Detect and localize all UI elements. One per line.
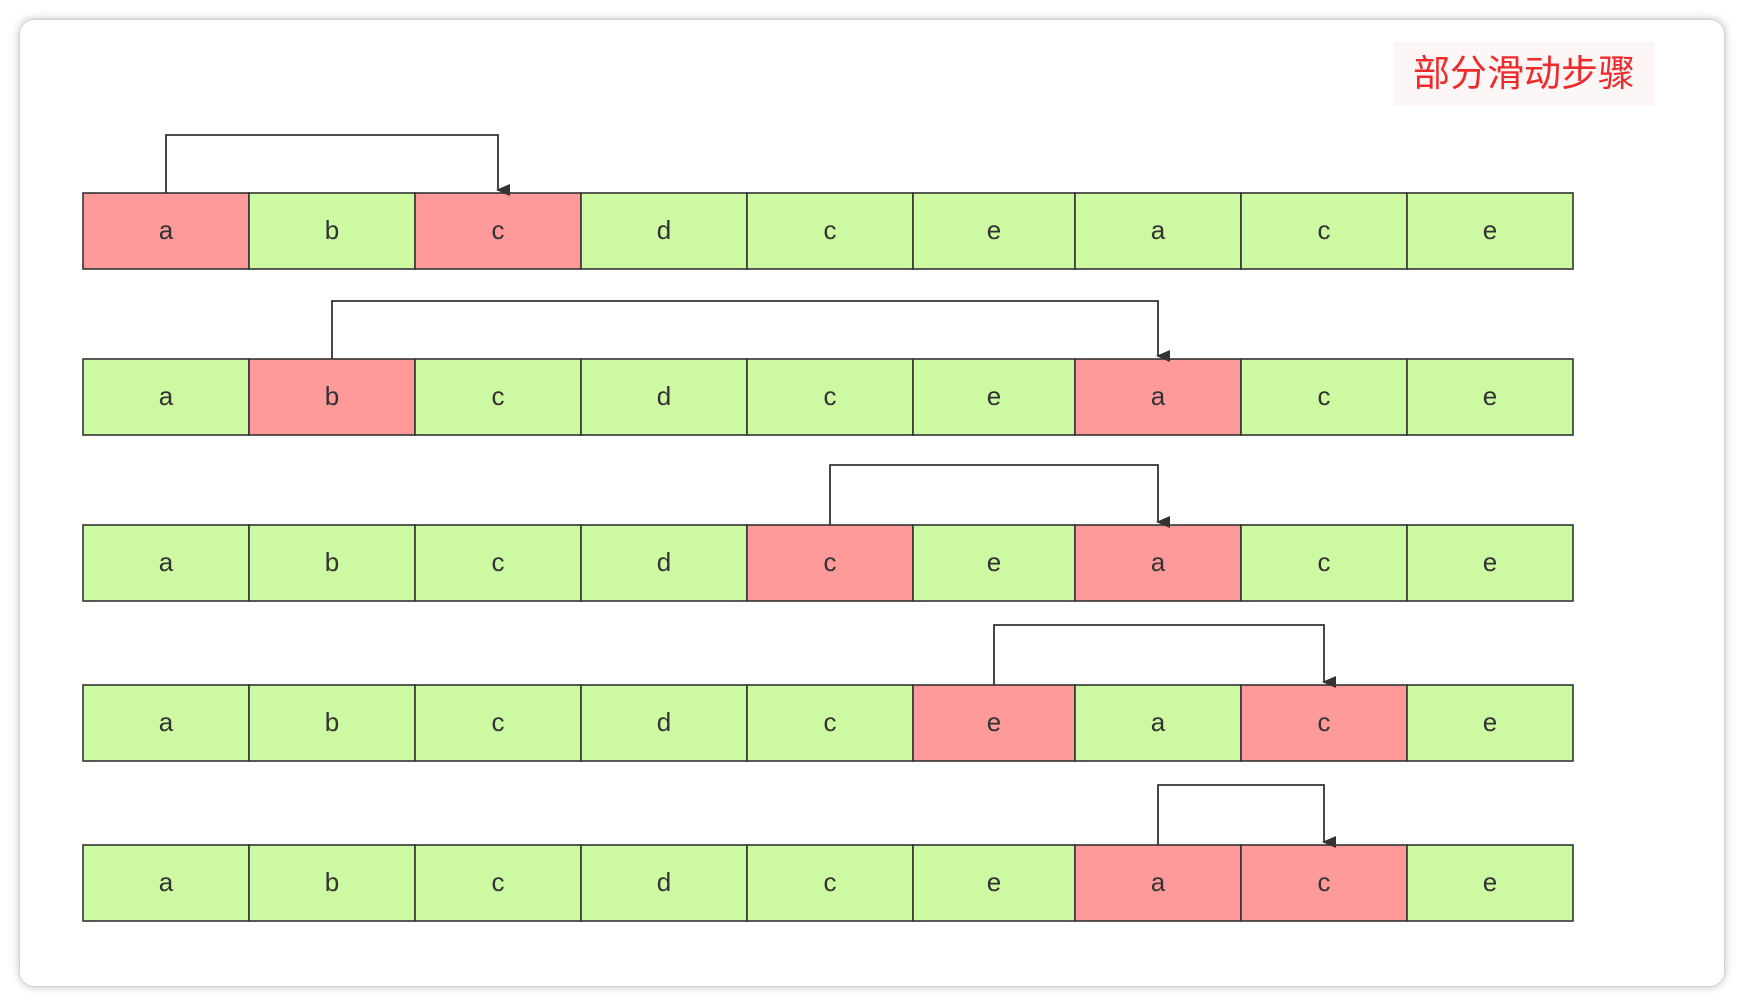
cell-label: a: [159, 381, 174, 411]
cell-label: b: [325, 547, 339, 577]
cell-label: e: [987, 867, 1001, 897]
array-cell: [1240, 524, 1408, 602]
cell-label: c: [492, 707, 505, 737]
cell-label: c: [492, 867, 505, 897]
array-cell: [912, 358, 1076, 436]
cell-label: c: [824, 707, 837, 737]
array-cell-highlighted: [1240, 684, 1408, 762]
cell-label: c: [824, 867, 837, 897]
array-cell: [1074, 684, 1242, 762]
cell-label: a: [1151, 867, 1166, 897]
array-cell: [1406, 684, 1574, 762]
connector-arrow: [1157, 784, 1336, 848]
array-cell: [82, 844, 250, 922]
cell-label: a: [1151, 547, 1166, 577]
connector-arrow: [165, 134, 510, 196]
cell-label: a: [159, 547, 174, 577]
cell-label: c: [492, 381, 505, 411]
cell-label: e: [987, 381, 1001, 411]
cell-label: a: [1151, 215, 1166, 245]
array-cell-highlighted: [1074, 358, 1242, 436]
cell-label: e: [1483, 547, 1497, 577]
array-cell: [1074, 192, 1242, 270]
array-cell: [414, 844, 582, 922]
array-cell: [1240, 358, 1408, 436]
connector-arrow: [993, 624, 1336, 688]
array-cell: [580, 844, 748, 922]
array-cell: [82, 358, 250, 436]
array-cell: [1406, 358, 1574, 436]
cell-label: c: [492, 215, 505, 245]
cell-label: e: [1483, 381, 1497, 411]
array-cell: [746, 684, 914, 762]
cell-label: c: [492, 547, 505, 577]
cell-label: e: [1483, 707, 1497, 737]
cell-label: d: [657, 867, 671, 897]
cell-label: a: [159, 867, 174, 897]
cell-label: a: [1151, 707, 1166, 737]
cell-label: e: [1483, 867, 1497, 897]
cell-label: e: [987, 707, 1001, 737]
array-cell-highlighted: [746, 524, 914, 602]
array-cell: [580, 192, 748, 270]
array-cell: [580, 684, 748, 762]
array-cell: [248, 844, 416, 922]
array-cell-highlighted: [1074, 844, 1242, 922]
diagram-title: 部分滑动步骤: [1394, 42, 1654, 106]
cell-label: e: [987, 547, 1001, 577]
array-cell: [248, 192, 416, 270]
cell-label: b: [325, 215, 339, 245]
cell-label: d: [657, 215, 671, 245]
array-cell: [414, 684, 582, 762]
cell-label: c: [1318, 867, 1331, 897]
cell-label: d: [657, 547, 671, 577]
cell-label: d: [657, 381, 671, 411]
cell-label: e: [987, 215, 1001, 245]
array-cell: [414, 524, 582, 602]
array-cell: [1406, 192, 1574, 270]
array-cell-highlighted: [912, 684, 1076, 762]
array-cell-highlighted: [1074, 524, 1242, 602]
cell-label: a: [159, 707, 174, 737]
array-cell: [746, 358, 914, 436]
array-cell: [912, 844, 1076, 922]
cell-label: c: [824, 381, 837, 411]
cell-label: b: [325, 707, 339, 737]
array-cell: [82, 524, 250, 602]
cell-label: e: [1483, 215, 1497, 245]
diagram-card: [20, 20, 1724, 986]
cell-label: c: [824, 215, 837, 245]
cell-label: d: [657, 707, 671, 737]
array-cell: [912, 524, 1076, 602]
cell-label: b: [325, 381, 339, 411]
cell-label: c: [1318, 707, 1331, 737]
cell-label: c: [1318, 547, 1331, 577]
cell-label: c: [1318, 215, 1331, 245]
array-cell: [746, 192, 914, 270]
cell-label: c: [824, 547, 837, 577]
connector-arrow: [331, 300, 1170, 362]
array-cell: [1240, 192, 1408, 270]
array-cell: [1406, 844, 1574, 922]
array-cell: [580, 358, 748, 436]
cell-label: c: [1318, 381, 1331, 411]
array-cell: [580, 524, 748, 602]
cell-label: a: [159, 215, 174, 245]
array-cell: [912, 192, 1076, 270]
array-cell-highlighted: [414, 192, 582, 270]
array-cell: [1406, 524, 1574, 602]
array-cell: [82, 684, 250, 762]
cell-label: b: [325, 867, 339, 897]
connector-arrow: [829, 464, 1170, 528]
cell-label: a: [1151, 381, 1166, 411]
array-cell-highlighted: [1240, 844, 1408, 922]
